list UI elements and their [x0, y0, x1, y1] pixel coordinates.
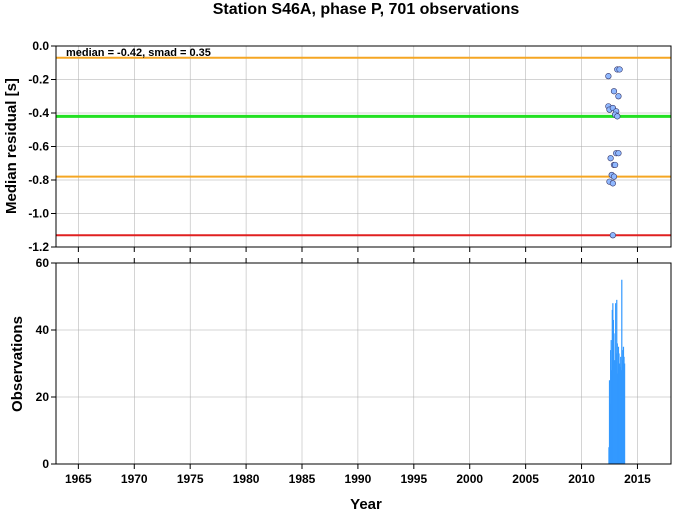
residual-grid [56, 45, 671, 248]
residual-point [614, 113, 621, 120]
residual-y-ticks: 0.0 -0.2 -0.4 -0.6 -0.8 -1.0 -1.2 [28, 39, 56, 254]
y-tick-label: 60 [36, 256, 50, 270]
x-tick-label: 1975 [177, 472, 204, 486]
y-tick-label: -1.0 [28, 207, 49, 221]
x-axis-label: Year [350, 496, 382, 511]
x-tick-label: 2010 [568, 472, 595, 486]
observations-grid [56, 262, 671, 465]
x-tick-label: 1985 [289, 472, 316, 486]
observations-plot-frame [55, 262, 672, 465]
residual-point [615, 150, 622, 157]
x-tick-label: 2000 [456, 472, 483, 486]
residual-point [605, 73, 612, 80]
residual-point [616, 66, 623, 73]
x-tick-label: 1995 [400, 472, 427, 486]
residual-points [605, 66, 623, 239]
observation-bar [623, 363, 626, 464]
residual-y-axis-label: Median residual [s] [3, 78, 20, 214]
observations-x-ticks: 1965 1970 1975 1980 1985 1990 1995 2000 2005 2010… [65, 258, 651, 486]
observations-panel: 0 20 40 60 1965 1970 1975 1980 1985 1990 1995 2000… [9, 256, 672, 511]
y-tick-label: -1.2 [28, 240, 49, 254]
y-tick-label: -0.4 [28, 106, 49, 120]
x-tick-label: 1980 [233, 472, 260, 486]
y-tick-label: -0.2 [28, 73, 49, 87]
y-tick-label: 0.0 [32, 39, 49, 53]
observation-bars [608, 279, 626, 464]
stats-annotation: median = -0.42, smad = 0.35 [66, 47, 211, 59]
x-tick-label: 1965 [65, 472, 92, 486]
y-tick-label: 20 [36, 390, 50, 404]
residual-x-ticks [77, 247, 638, 252]
residual-point [609, 180, 616, 187]
y-tick-label: -0.6 [28, 140, 49, 154]
residual-point [609, 232, 616, 239]
y-tick-label: 0 [42, 457, 49, 471]
residual-point [615, 93, 622, 100]
x-tick-label: 1990 [345, 472, 372, 486]
residual-panel: 0.0 -0.2 -0.4 -0.6 -0.8 -1.0 -1.2 median = -0.… [3, 39, 672, 254]
y-tick-label: -0.8 [28, 173, 49, 187]
x-tick-label: 2005 [512, 472, 539, 486]
reference-lines [56, 56, 671, 237]
residual-point [611, 161, 619, 169]
y-tick-label: 40 [36, 323, 50, 337]
chart-title: Station S46A, phase P, 701 observations [213, 1, 520, 18]
x-tick-label: 2015 [624, 472, 651, 486]
residual-point [610, 88, 618, 95]
observations-y-axis-label: Observations [9, 316, 26, 412]
residual-point [607, 155, 614, 162]
x-tick-label: 1970 [121, 472, 148, 486]
residual-point [610, 173, 618, 180]
observations-y-ticks: 0 20 40 60 [36, 256, 56, 471]
